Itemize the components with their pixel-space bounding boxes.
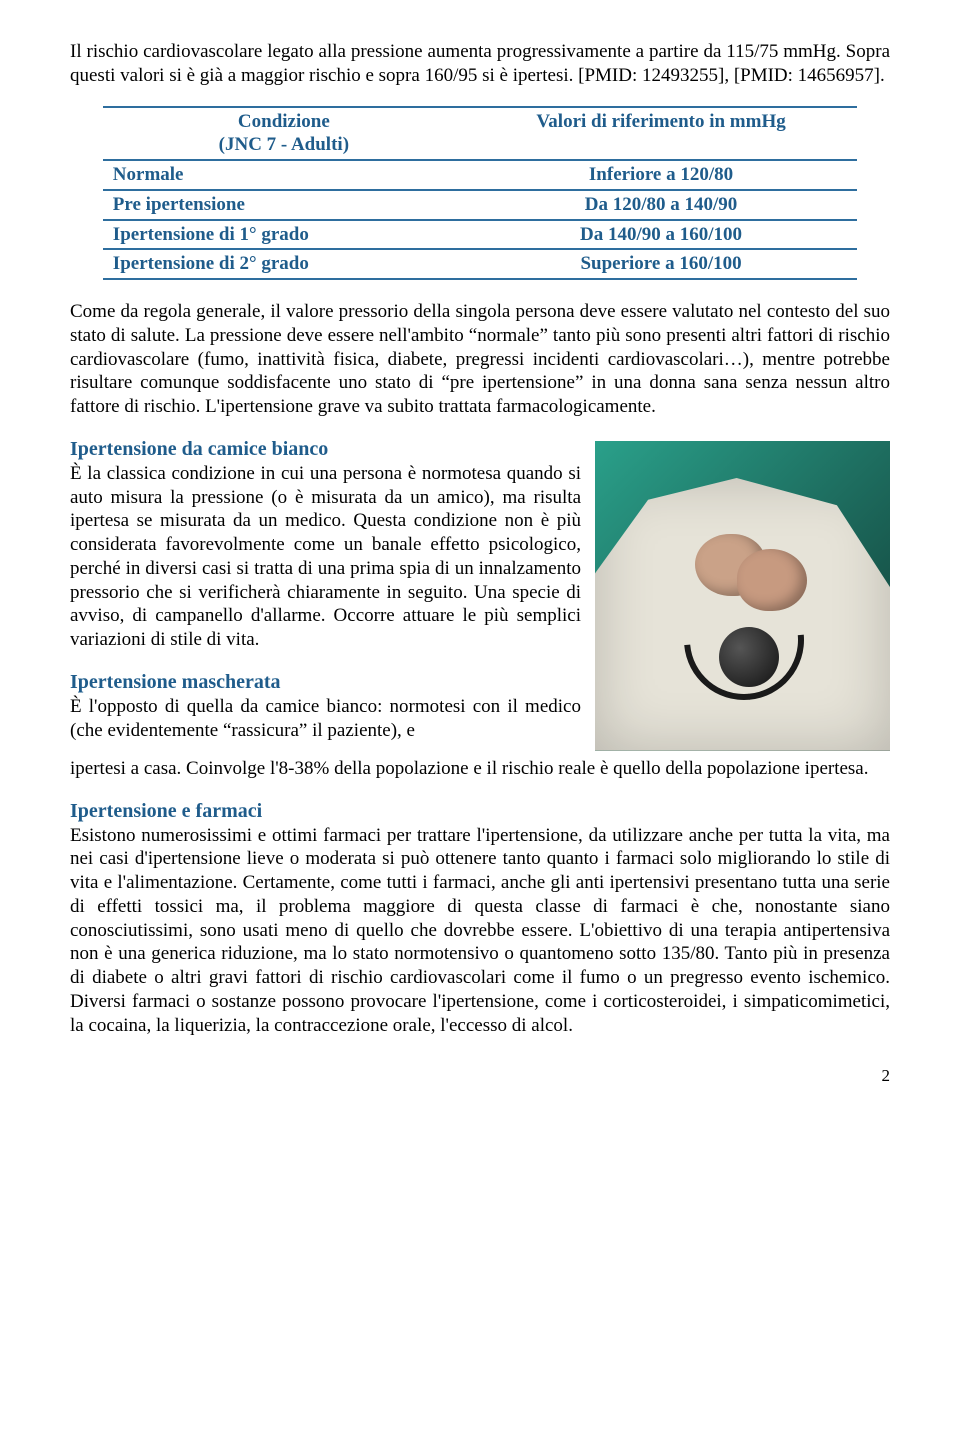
table-row: Normale Inferiore a 120/80 [103,160,857,190]
table-header-left-line2: (JNC 7 - Adulti) [113,133,455,157]
table-cell-value: Da 120/80 a 140/90 [465,190,857,220]
table-row: Ipertensione di 1° grado Da 140/90 a 160… [103,220,857,250]
photo-hand [737,549,808,611]
bp-table: Condizione (JNC 7 - Adulti) Valori di ri… [103,106,857,281]
table-cell-value: Superiore a 160/100 [465,249,857,279]
table-row: Pre ipertensione Da 120/80 a 140/90 [103,190,857,220]
heading-farmaci: Ipertensione e farmaci [70,799,890,824]
intro-paragraph: Il rischio cardiovascolare legato alla p… [70,40,890,88]
doctor-photo [595,441,890,751]
stethoscope-head [719,627,779,687]
table-cell-value: Da 140/90 a 160/100 [465,220,857,250]
table-header-left-line1: Condizione [113,110,455,134]
table-cell-label: Pre ipertensione [103,190,465,220]
wrapped-sections: Ipertensione da camice bianco È la class… [70,437,890,757]
table-cell-label: Normale [103,160,465,190]
page-number: 2 [70,1065,890,1086]
body-farmaci: Esistono numerosissimi e ottimi farmaci … [70,824,890,1038]
table-cell-label: Ipertensione di 1° grado [103,220,465,250]
table-cell-value: Inferiore a 120/80 [465,160,857,190]
general-rule-paragraph: Come da regola generale, il valore press… [70,300,890,419]
table-row: Ipertensione di 2° grado Superiore a 160… [103,249,857,279]
table-header-left: Condizione (JNC 7 - Adulti) [103,107,465,161]
body-mascherata-after: ipertesi a casa. Coinvolge l'8-38% della… [70,757,890,781]
table-cell-label: Ipertensione di 2° grado [103,249,465,279]
table-header-right: Valori di riferimento in mmHg [465,107,857,161]
